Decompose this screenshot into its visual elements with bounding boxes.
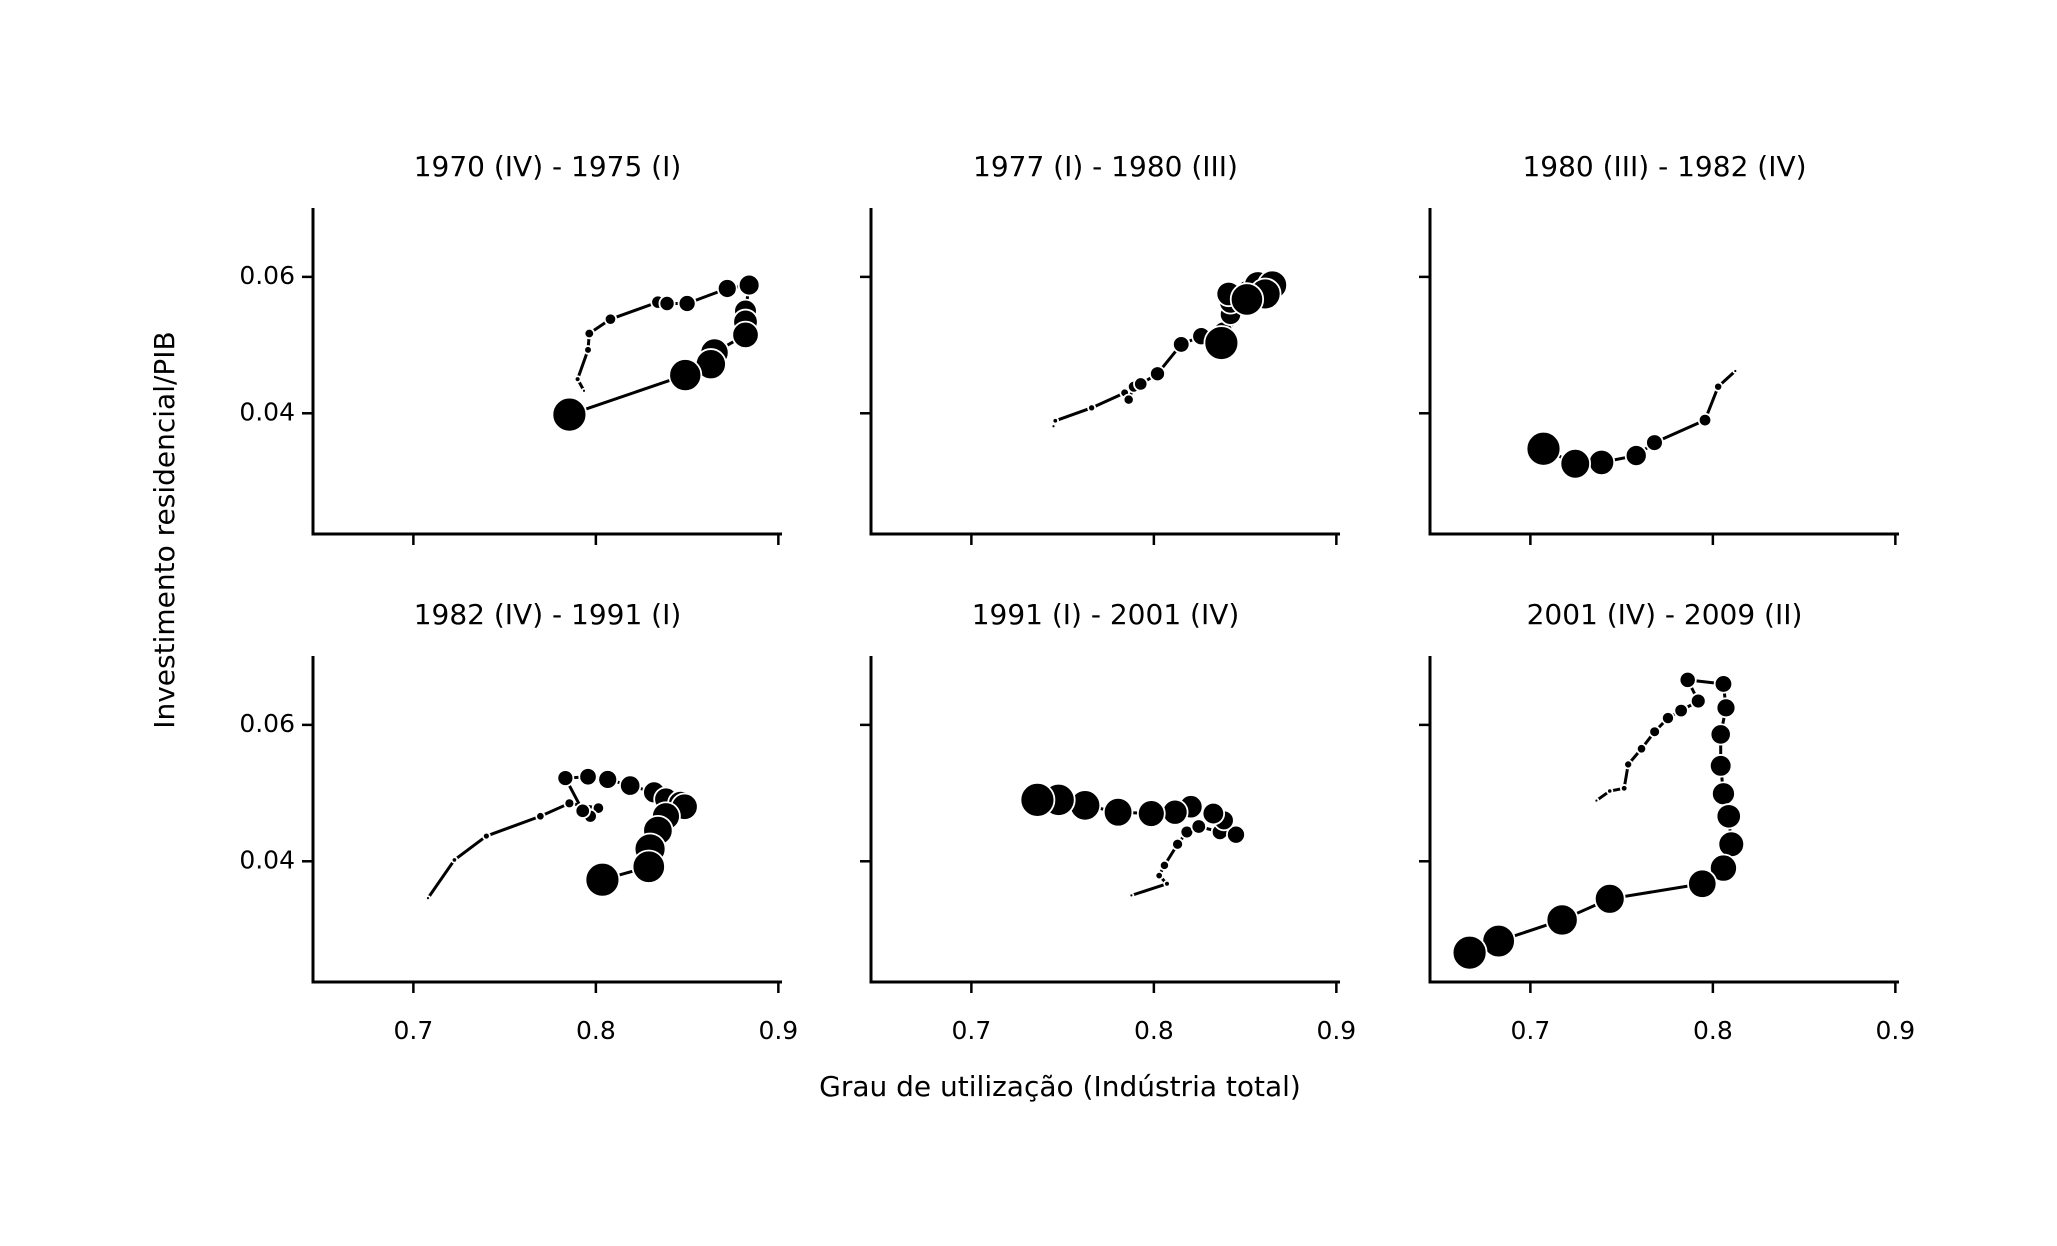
x-tick-label: 0.7 [393, 1016, 433, 1045]
point [1161, 798, 1189, 826]
point [603, 312, 618, 326]
point [1201, 801, 1226, 826]
point [737, 273, 761, 297]
point [425, 895, 431, 902]
x-tick-label: 0.8 [1693, 1016, 1733, 1045]
point [1648, 725, 1661, 739]
x-tick-label: 0.7 [951, 1016, 991, 1045]
point [619, 774, 642, 797]
point [1226, 824, 1246, 845]
point [716, 278, 738, 299]
point [1660, 711, 1675, 726]
point [1606, 787, 1614, 795]
point [581, 387, 587, 394]
point [1635, 743, 1648, 755]
point [1136, 799, 1166, 828]
point [1717, 830, 1746, 859]
x-tick-label: 0.7 [1510, 1016, 1550, 1045]
panel-title: 1982 (IV) - 1991 (I) [414, 598, 682, 631]
point [450, 856, 459, 864]
point [1624, 444, 1648, 468]
point [1190, 818, 1207, 835]
point [1102, 796, 1134, 828]
point [583, 327, 596, 340]
y-tick-label: 0.06 [239, 709, 295, 738]
point [1708, 754, 1733, 778]
point [1732, 368, 1739, 374]
point [1593, 882, 1626, 915]
point [1687, 868, 1718, 899]
x-tick-label: 0.9 [758, 1016, 798, 1045]
point [1715, 803, 1742, 830]
point [631, 849, 666, 884]
x-tick-label: 0.9 [1316, 1016, 1356, 1045]
point [578, 767, 598, 787]
point [1122, 393, 1135, 406]
y-tick-label: 0.04 [239, 845, 295, 874]
point [1645, 433, 1664, 452]
point [1689, 692, 1707, 710]
point [583, 345, 593, 355]
point [1203, 325, 1240, 361]
point [1149, 365, 1166, 383]
point [1451, 934, 1488, 971]
point [1545, 903, 1579, 937]
y-axis-label: Investimento residencial/PIB [148, 331, 181, 729]
panel-title: 1991 (I) - 2001 (IV) [972, 598, 1240, 631]
point [1708, 853, 1738, 883]
point [1229, 282, 1265, 317]
x-tick-label: 0.9 [1875, 1016, 1915, 1045]
point [563, 797, 576, 810]
point [1133, 376, 1149, 392]
point [597, 769, 619, 790]
point [1709, 723, 1732, 746]
point [1713, 674, 1734, 694]
y-tick-label: 0.04 [239, 397, 295, 426]
point [1087, 403, 1097, 413]
point [551, 396, 588, 433]
point [573, 375, 582, 384]
point [1019, 782, 1056, 818]
point [574, 802, 591, 819]
panel-title: 2001 (IV) - 2009 (II) [1527, 598, 1803, 631]
point [556, 769, 575, 787]
panel-title: 1977 (I) - 1980 (III) [973, 150, 1238, 183]
x-tick-label: 0.8 [576, 1016, 616, 1045]
point [1710, 781, 1736, 807]
point [731, 320, 760, 350]
point [1713, 381, 1724, 392]
point [1051, 417, 1060, 425]
point [668, 358, 703, 393]
point [1587, 448, 1616, 477]
point [1673, 702, 1689, 719]
y-tick-label: 0.06 [239, 261, 295, 290]
point [584, 861, 621, 898]
trajectory-line [1469, 678, 1733, 955]
point [1678, 670, 1697, 689]
point [1154, 870, 1164, 881]
point [658, 294, 676, 313]
point [1158, 859, 1170, 871]
point [1619, 784, 1629, 793]
point [1623, 759, 1634, 770]
point [1697, 412, 1713, 428]
point [1050, 423, 1057, 430]
point [1593, 797, 1600, 804]
panel-title: 1980 (III) - 1982 (IV) [1522, 150, 1806, 183]
point [481, 831, 491, 841]
point [535, 811, 546, 822]
x-tick-label: 0.8 [1134, 1016, 1174, 1045]
point [1559, 447, 1592, 480]
panel-title: 1970 (IV) - 1975 (I) [414, 150, 682, 183]
point [1172, 335, 1191, 354]
point [1171, 837, 1185, 851]
x-axis-label: Grau de utilização (Indústria total) [819, 1070, 1301, 1103]
point [1128, 892, 1135, 899]
point [677, 294, 697, 313]
point [1715, 697, 1737, 719]
point [1163, 880, 1171, 888]
point [1525, 430, 1562, 467]
